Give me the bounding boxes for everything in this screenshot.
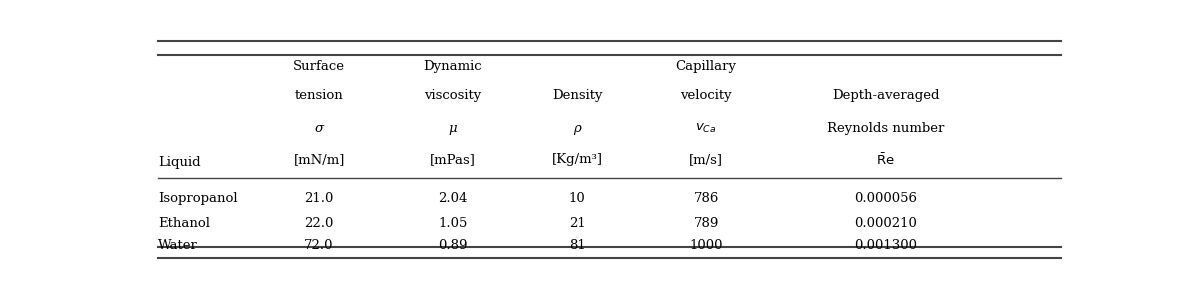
Text: Liquid: Liquid: [158, 156, 201, 169]
Text: tension: tension: [295, 88, 344, 102]
Text: 0.000210: 0.000210: [855, 217, 917, 230]
Text: [m/s]: [m/s]: [690, 153, 723, 166]
Text: 21.0: 21.0: [304, 193, 334, 205]
Text: 789: 789: [693, 217, 719, 230]
Text: Capillary: Capillary: [675, 59, 737, 72]
Text: [mN/m]: [mN/m]: [294, 153, 345, 166]
Text: 72.0: 72.0: [304, 239, 334, 252]
Text: viscosity: viscosity: [424, 88, 482, 102]
Text: 21: 21: [568, 217, 585, 230]
Text: 22.0: 22.0: [304, 217, 334, 230]
Text: $\bar{\mathrm{R}}\mathrm{e}$: $\bar{\mathrm{R}}\mathrm{e}$: [876, 152, 895, 168]
Text: [Kg/m³]: [Kg/m³]: [552, 153, 603, 166]
Text: Water: Water: [158, 239, 197, 252]
Text: 1000: 1000: [690, 239, 723, 252]
Text: 10: 10: [568, 193, 585, 205]
Text: [mPas]: [mPas]: [429, 153, 476, 166]
Text: ρ: ρ: [573, 122, 581, 135]
Text: 2.04: 2.04: [438, 193, 467, 205]
Text: 0.89: 0.89: [438, 239, 467, 252]
Text: 0.001300: 0.001300: [855, 239, 917, 252]
Text: velocity: velocity: [680, 88, 732, 102]
Text: Density: Density: [552, 88, 603, 102]
Text: Dynamic: Dynamic: [423, 59, 482, 72]
Text: Surface: Surface: [294, 59, 345, 72]
Text: 786: 786: [693, 193, 719, 205]
Text: μ: μ: [448, 122, 457, 135]
Text: 0.000056: 0.000056: [855, 193, 917, 205]
Text: 1.05: 1.05: [438, 217, 467, 230]
Text: σ: σ: [315, 122, 323, 135]
Text: Depth-averaged: Depth-averaged: [832, 88, 939, 102]
Text: 81: 81: [568, 239, 585, 252]
Text: Ethanol: Ethanol: [158, 217, 209, 230]
Text: Reynolds number: Reynolds number: [828, 122, 944, 135]
Text: Isopropanol: Isopropanol: [158, 193, 238, 205]
Text: $v_{Ca}$: $v_{Ca}$: [696, 122, 717, 135]
